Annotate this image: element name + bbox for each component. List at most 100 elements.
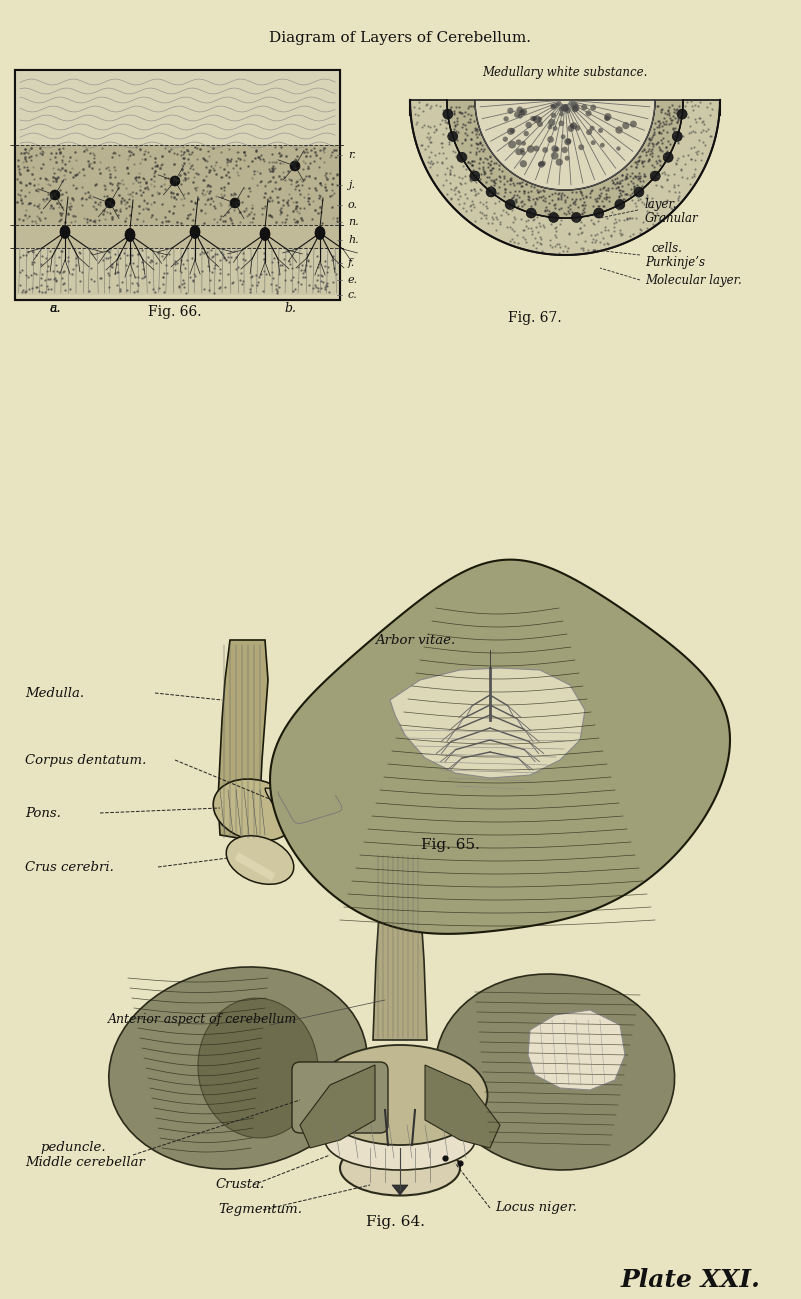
Circle shape [505,200,515,209]
Circle shape [564,138,571,145]
Circle shape [507,127,514,135]
Text: Crus cerebri.: Crus cerebri. [25,860,114,873]
Circle shape [486,187,496,197]
Circle shape [604,113,611,121]
Text: Pons.: Pons. [25,807,61,820]
Circle shape [551,145,558,152]
Circle shape [594,208,604,218]
Circle shape [572,104,579,112]
Circle shape [530,116,535,121]
Circle shape [542,147,548,153]
Circle shape [604,116,610,121]
Circle shape [634,187,644,197]
Circle shape [553,126,557,131]
Circle shape [590,104,596,110]
Circle shape [563,104,568,109]
Circle shape [559,112,564,117]
Circle shape [50,190,60,200]
Circle shape [525,122,532,129]
Circle shape [570,122,578,129]
Circle shape [538,162,543,166]
Point [439,1147,452,1168]
Circle shape [551,113,556,118]
Point [453,1152,466,1173]
Circle shape [572,107,578,113]
Circle shape [521,109,527,116]
Circle shape [448,131,457,142]
Text: Molecular layer.: Molecular layer. [645,274,742,287]
Ellipse shape [226,835,294,885]
Circle shape [443,109,453,120]
Circle shape [517,113,523,118]
Circle shape [538,161,545,168]
Ellipse shape [190,226,200,239]
Text: Fig. 66.: Fig. 66. [148,305,202,320]
FancyBboxPatch shape [292,1063,388,1133]
Text: Diagram of Layers of Cerebellum.: Diagram of Layers of Cerebellum. [269,31,531,45]
Bar [15,70,340,145]
Ellipse shape [213,779,297,840]
Text: Middle cerebellar: Middle cerebellar [25,1156,145,1169]
Ellipse shape [315,226,325,239]
Circle shape [622,122,630,129]
Bar [15,145,340,225]
Text: e.: e. [348,275,358,284]
Circle shape [564,104,568,109]
Circle shape [582,104,587,110]
Circle shape [598,129,603,132]
Circle shape [532,116,537,121]
Ellipse shape [325,1111,475,1170]
Circle shape [537,117,542,121]
Circle shape [508,140,516,148]
Polygon shape [425,1065,500,1148]
Circle shape [565,107,571,113]
Circle shape [551,105,556,110]
Circle shape [533,145,539,152]
Circle shape [514,112,520,118]
Circle shape [519,109,525,116]
Circle shape [553,103,557,109]
Polygon shape [447,100,683,218]
Circle shape [548,125,553,130]
Text: Tegmentum.: Tegmentum. [218,1203,302,1216]
Circle shape [672,131,682,142]
Circle shape [630,121,637,127]
Circle shape [520,160,527,168]
Text: j.: j. [348,181,355,190]
Text: Fig. 67.: Fig. 67. [508,310,562,325]
Circle shape [565,107,569,110]
Polygon shape [373,850,427,1040]
Circle shape [570,101,578,109]
Circle shape [230,197,240,208]
Circle shape [521,140,526,145]
Bar [15,225,340,248]
Circle shape [520,148,525,152]
Circle shape [567,125,574,132]
Circle shape [290,161,300,171]
Text: h.: h. [348,235,359,246]
Circle shape [517,107,523,113]
Circle shape [570,123,574,127]
Polygon shape [528,1011,625,1090]
Circle shape [615,126,622,134]
Text: r.: r. [348,149,356,160]
Circle shape [550,104,554,108]
Ellipse shape [198,998,318,1138]
Polygon shape [270,560,730,934]
Circle shape [541,161,545,166]
Circle shape [503,136,508,142]
Text: f.: f. [348,259,356,268]
Circle shape [586,129,592,135]
Polygon shape [265,788,355,834]
Circle shape [537,121,543,127]
Text: peduncle.: peduncle. [40,1142,106,1155]
Circle shape [559,107,564,112]
Bar [15,248,340,295]
Circle shape [554,147,559,152]
Polygon shape [410,100,720,255]
Text: Arbor vitae.: Arbor vitae. [375,634,455,647]
Circle shape [556,158,563,166]
Text: layer.: layer. [645,197,678,210]
Circle shape [547,136,554,143]
Ellipse shape [125,229,135,242]
